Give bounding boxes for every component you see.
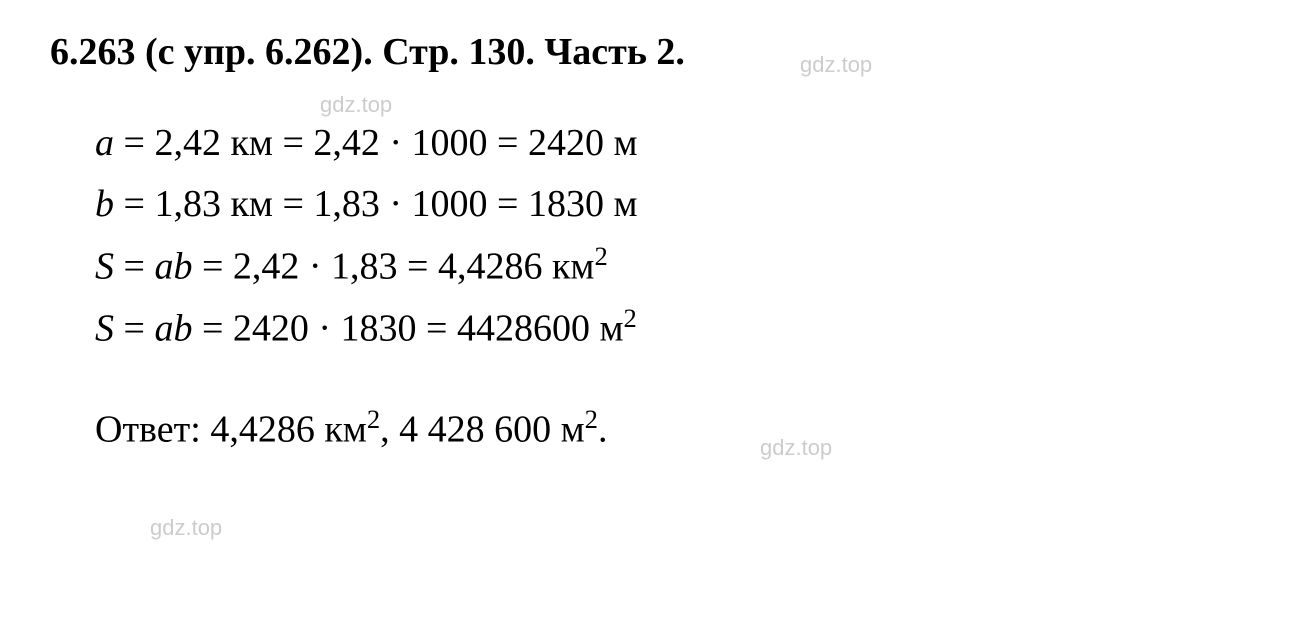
unit-m: м <box>604 183 638 225</box>
var-b: b <box>95 183 114 225</box>
value: 1000 <box>412 122 488 164</box>
eq-op: = <box>114 308 154 350</box>
eq-op: = <box>488 122 528 164</box>
equation-line-4: S = ab = 2420 · 1830 = 4428600 м2 <box>95 298 1264 359</box>
eq-op: = <box>398 245 438 287</box>
watermark-1: gdz.top <box>800 52 872 78</box>
answer-sep: , <box>380 409 399 451</box>
eq-op: = <box>114 183 154 225</box>
superscript-2: 2 <box>594 241 607 271</box>
answer-val2: 4 428 600 <box>399 409 551 451</box>
equations-block: a = 2,42 км = 2,42 · 1000 = 2420 м b = 1… <box>95 114 1264 359</box>
equation-line-2: b = 1,83 км = 1,83 · 1000 = 1830 м <box>95 175 1264 234</box>
answer-line: Ответ: 4,4286 км2, 4 428 600 м2. <box>95 404 1264 452</box>
answer-unit1: км <box>315 409 367 451</box>
watermark-4: gdz.top <box>150 515 222 541</box>
answer-unit2: м <box>551 409 585 451</box>
var-s: S <box>95 245 114 287</box>
dot-op: · <box>309 308 341 350</box>
value: 2,42 <box>313 122 380 164</box>
value: 2420 <box>528 122 604 164</box>
answer-val1: 4,4286 <box>210 409 315 451</box>
eq-op: = <box>114 245 154 287</box>
superscript-2: 2 <box>367 404 380 434</box>
var-s: S <box>95 308 114 350</box>
equation-line-1: a = 2,42 км = 2,42 · 1000 = 2420 м <box>95 114 1264 173</box>
unit-km: км <box>221 122 283 164</box>
answer-end: . <box>598 409 608 451</box>
expr-ab: ab <box>154 308 192 350</box>
unit-m: м <box>604 122 638 164</box>
watermark-2: gdz.top <box>320 92 392 118</box>
equation-line-3: S = ab = 2,42 · 1,83 = 4,4286 км2 <box>95 236 1264 297</box>
value: 4,4286 <box>438 245 543 287</box>
value: 1000 <box>412 183 488 225</box>
value: 1,83 <box>313 183 380 225</box>
value: 1830 <box>341 308 417 350</box>
watermark-3: gdz.top <box>760 435 832 461</box>
superscript-2: 2 <box>585 404 598 434</box>
eq-op: = <box>192 308 232 350</box>
var-a: a <box>95 122 114 164</box>
value: 1830 <box>528 183 604 225</box>
value: 2,42 <box>233 245 300 287</box>
unit-m2: м <box>590 308 624 350</box>
dot-op: · <box>299 245 331 287</box>
value: 2,42 <box>154 122 221 164</box>
eq-op: = <box>488 183 528 225</box>
eq-op: = <box>417 308 457 350</box>
answer-label: Ответ: <box>95 409 210 451</box>
eq-op: = <box>282 183 313 225</box>
unit-km2: км <box>542 245 594 287</box>
value: 1,83 <box>154 183 221 225</box>
problem-heading: 6.263 (с упр. 6.262). Стр. 130. Часть 2. <box>50 30 1264 74</box>
unit-km: км <box>221 183 283 225</box>
eq-op: = <box>192 245 232 287</box>
expr-ab: ab <box>154 245 192 287</box>
eq-op: = <box>282 122 313 164</box>
value: 1,83 <box>331 245 398 287</box>
dot-op: · <box>380 122 412 164</box>
eq-op: = <box>114 122 154 164</box>
value: 2420 <box>233 308 309 350</box>
superscript-2: 2 <box>624 303 637 333</box>
value: 4428600 <box>457 308 590 350</box>
dot-op: · <box>380 183 412 225</box>
